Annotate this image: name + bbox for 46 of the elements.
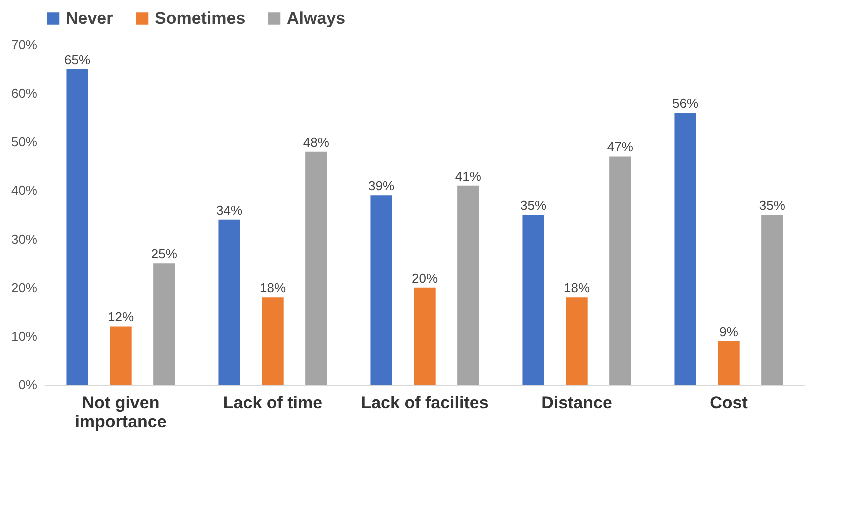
x-tick-label: Not given importance [75, 394, 167, 432]
y-tick-label: 30% [11, 232, 38, 247]
legend-label: Never [66, 8, 114, 28]
bar [262, 298, 284, 385]
data-label: 35% [520, 198, 548, 213]
x-tick-label: Distance [542, 394, 612, 412]
data-label: 39% [368, 178, 396, 194]
data-label: 65% [64, 52, 92, 68]
data-label: 47% [607, 140, 634, 155]
bar [522, 215, 544, 385]
data-label: 20% [412, 270, 438, 286]
bar [566, 298, 588, 385]
data-label: 48% [303, 134, 330, 150]
y-tick-label: 60% [11, 86, 38, 102]
bar [610, 156, 632, 385]
bar [110, 326, 132, 385]
data-label: 12% [108, 310, 134, 325]
data-label: 18% [564, 280, 590, 296]
bar [458, 186, 480, 385]
bar [306, 152, 328, 385]
bar [718, 341, 740, 385]
bar [370, 196, 392, 385]
bar [218, 220, 240, 385]
bar [154, 264, 176, 385]
y-tick-label: 50% [11, 134, 38, 150]
data-label: 41% [455, 168, 482, 184]
legend-label: Always [287, 8, 346, 28]
bar [762, 215, 784, 385]
legend-label: Sometimes [155, 8, 246, 28]
y-tick-label: 70% [11, 38, 38, 52]
bar [674, 113, 696, 385]
data-label: 18% [260, 280, 286, 296]
data-label: 25% [151, 246, 178, 262]
y-tick-label: 40% [11, 183, 38, 198]
y-tick-label: 0% [18, 378, 38, 392]
y-tick-label: 20% [11, 280, 38, 296]
data-label: 35% [759, 198, 786, 213]
data-label: 9% [720, 324, 739, 340]
bar [414, 288, 436, 385]
x-tick-label: Cost [710, 394, 748, 412]
data-label: 34% [216, 202, 244, 218]
x-tick-label: Lack of facilites [361, 394, 489, 412]
data-label: 56% [672, 96, 700, 111]
bar [66, 69, 88, 385]
x-tick-label: Lack of time [223, 394, 323, 412]
y-tick-label: 10% [11, 328, 38, 344]
